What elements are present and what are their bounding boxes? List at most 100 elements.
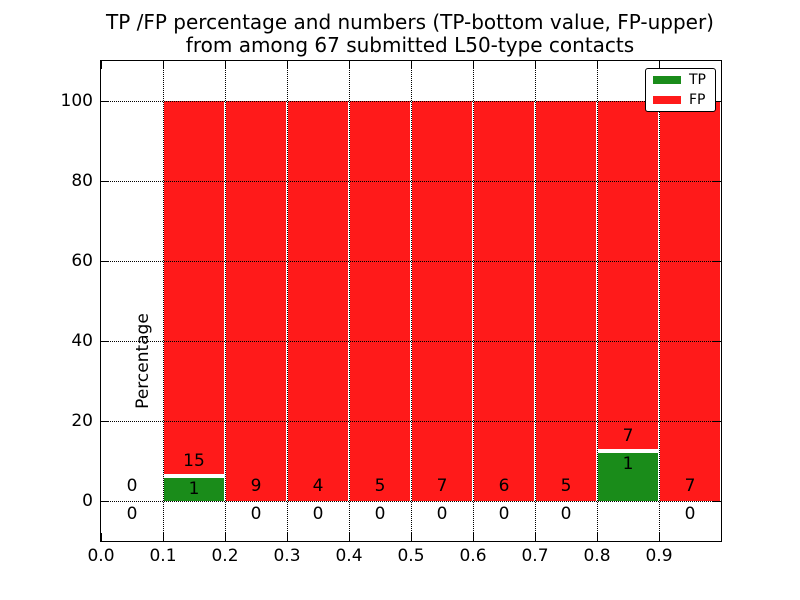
fp-count-label: 7 xyxy=(436,476,448,496)
vertical-gridline xyxy=(224,61,226,541)
x-tick-mark xyxy=(348,61,350,69)
vertical-gridline xyxy=(348,61,350,541)
y-tick-mark xyxy=(713,340,721,342)
fp-count-label: 15 xyxy=(183,451,205,471)
fp-count-label: 0 xyxy=(126,476,138,496)
x-tick-label: 0.5 xyxy=(397,546,425,566)
fp-bar-segment xyxy=(660,101,720,501)
tp-count-label: 0 xyxy=(498,504,510,524)
x-tick-label: 0.0 xyxy=(87,546,115,566)
horizontal-gridline xyxy=(101,420,721,422)
x-tick-label: 0.1 xyxy=(149,546,177,566)
y-tick-label: 40 xyxy=(71,331,93,351)
y-tick-mark xyxy=(713,420,721,422)
fp-legend-label: FP xyxy=(689,92,706,108)
x-tick-mark xyxy=(286,61,288,69)
fp-legend-swatch xyxy=(653,96,681,104)
fp-bar-segment xyxy=(226,101,286,501)
chart-title-line2: from among 67 submitted L50-type contact… xyxy=(185,33,635,57)
x-tick-mark xyxy=(596,61,598,69)
fp-bar-segment xyxy=(474,101,534,501)
x-tick-label: 0.4 xyxy=(335,546,363,566)
vertical-gridline xyxy=(286,61,288,541)
vertical-gridline xyxy=(162,61,164,541)
y-tick-mark xyxy=(713,100,721,102)
fp-bar-segment xyxy=(598,101,658,449)
x-tick-mark xyxy=(348,533,350,541)
legend-entry-fp: FP xyxy=(646,91,715,109)
tp-count-label: 0 xyxy=(436,504,448,524)
y-tick-label: 20 xyxy=(71,411,93,431)
tp-count-label: 1 xyxy=(188,479,200,499)
x-tick-mark xyxy=(410,61,412,69)
tp-bar-segment xyxy=(598,451,658,501)
vertical-gridline xyxy=(596,61,598,541)
vertical-gridline xyxy=(472,61,474,541)
legend: TP FP xyxy=(645,68,716,112)
tp-count-label: 0 xyxy=(560,504,572,524)
y-tick-mark xyxy=(101,500,109,502)
fp-count-label: 7 xyxy=(622,426,634,446)
x-tick-label: 0.2 xyxy=(211,546,239,566)
x-tick-mark xyxy=(534,533,536,541)
horizontal-gridline xyxy=(101,100,721,102)
legend-entry-tp: TP xyxy=(646,71,715,89)
tp-count-label: 0 xyxy=(250,504,262,524)
fp-count-label: 9 xyxy=(250,476,262,496)
x-tick-mark xyxy=(410,533,412,541)
tp-legend-swatch xyxy=(653,76,681,84)
x-tick-label: 0.7 xyxy=(521,546,549,566)
fp-bar-segment xyxy=(288,101,348,501)
x-tick-mark xyxy=(596,533,598,541)
chart-title: TP /FP percentage and numbers (TP-bottom… xyxy=(100,11,720,57)
fp-bar-segment xyxy=(350,101,410,501)
x-tick-mark xyxy=(224,533,226,541)
fp-count-label: 5 xyxy=(374,476,386,496)
horizontal-gridline xyxy=(101,340,721,342)
tp-count-label: 0 xyxy=(684,504,696,524)
fp-bar-segment xyxy=(536,101,596,501)
y-axis-label: Percentage xyxy=(133,313,153,409)
fp-bar-segment xyxy=(412,101,472,501)
plot-area: Predicted probability Percentage 0.00.10… xyxy=(61,60,722,565)
y-tick-mark xyxy=(101,180,109,182)
tp-count-label: 0 xyxy=(126,504,138,524)
y-tick-label: 60 xyxy=(71,251,93,271)
y-tick-mark xyxy=(101,340,109,342)
x-tick-mark xyxy=(162,533,164,541)
horizontal-gridline xyxy=(101,500,721,502)
fp-count-label: 5 xyxy=(560,476,572,496)
tp-legend-label: TP xyxy=(689,72,706,88)
y-tick-mark xyxy=(101,100,109,102)
x-tick-mark xyxy=(100,533,102,541)
y-tick-mark xyxy=(713,180,721,182)
vertical-gridline xyxy=(534,61,536,541)
horizontal-gridline xyxy=(101,180,721,182)
tp-count-label: 0 xyxy=(374,504,386,524)
x-tick-mark xyxy=(224,61,226,69)
tp-count-label: 1 xyxy=(622,454,634,474)
fp-count-label: 6 xyxy=(498,476,510,496)
vertical-gridline xyxy=(658,61,660,541)
tp-bar-segment xyxy=(164,476,224,501)
fp-count-label: 4 xyxy=(312,476,324,496)
x-tick-label: 0.3 xyxy=(273,546,301,566)
x-tick-mark xyxy=(472,61,474,69)
x-tick-mark xyxy=(658,533,660,541)
y-tick-label: 80 xyxy=(71,171,93,191)
chart-title-line1: TP /FP percentage and numbers (TP-bottom… xyxy=(106,10,714,34)
x-tick-label: 0.9 xyxy=(645,546,673,566)
fp-bar-segment xyxy=(164,101,224,474)
y-tick-label: 100 xyxy=(60,91,93,111)
x-tick-label: 0.8 xyxy=(583,546,611,566)
x-tick-mark xyxy=(162,61,164,69)
horizontal-gridline xyxy=(101,260,721,262)
x-tick-mark xyxy=(472,533,474,541)
y-tick-mark xyxy=(101,260,109,262)
vertical-gridline xyxy=(410,61,412,541)
y-tick-mark xyxy=(101,420,109,422)
fp-count-label: 7 xyxy=(684,476,696,496)
tp-count-label: 0 xyxy=(312,504,324,524)
x-tick-label: 0.6 xyxy=(459,546,487,566)
